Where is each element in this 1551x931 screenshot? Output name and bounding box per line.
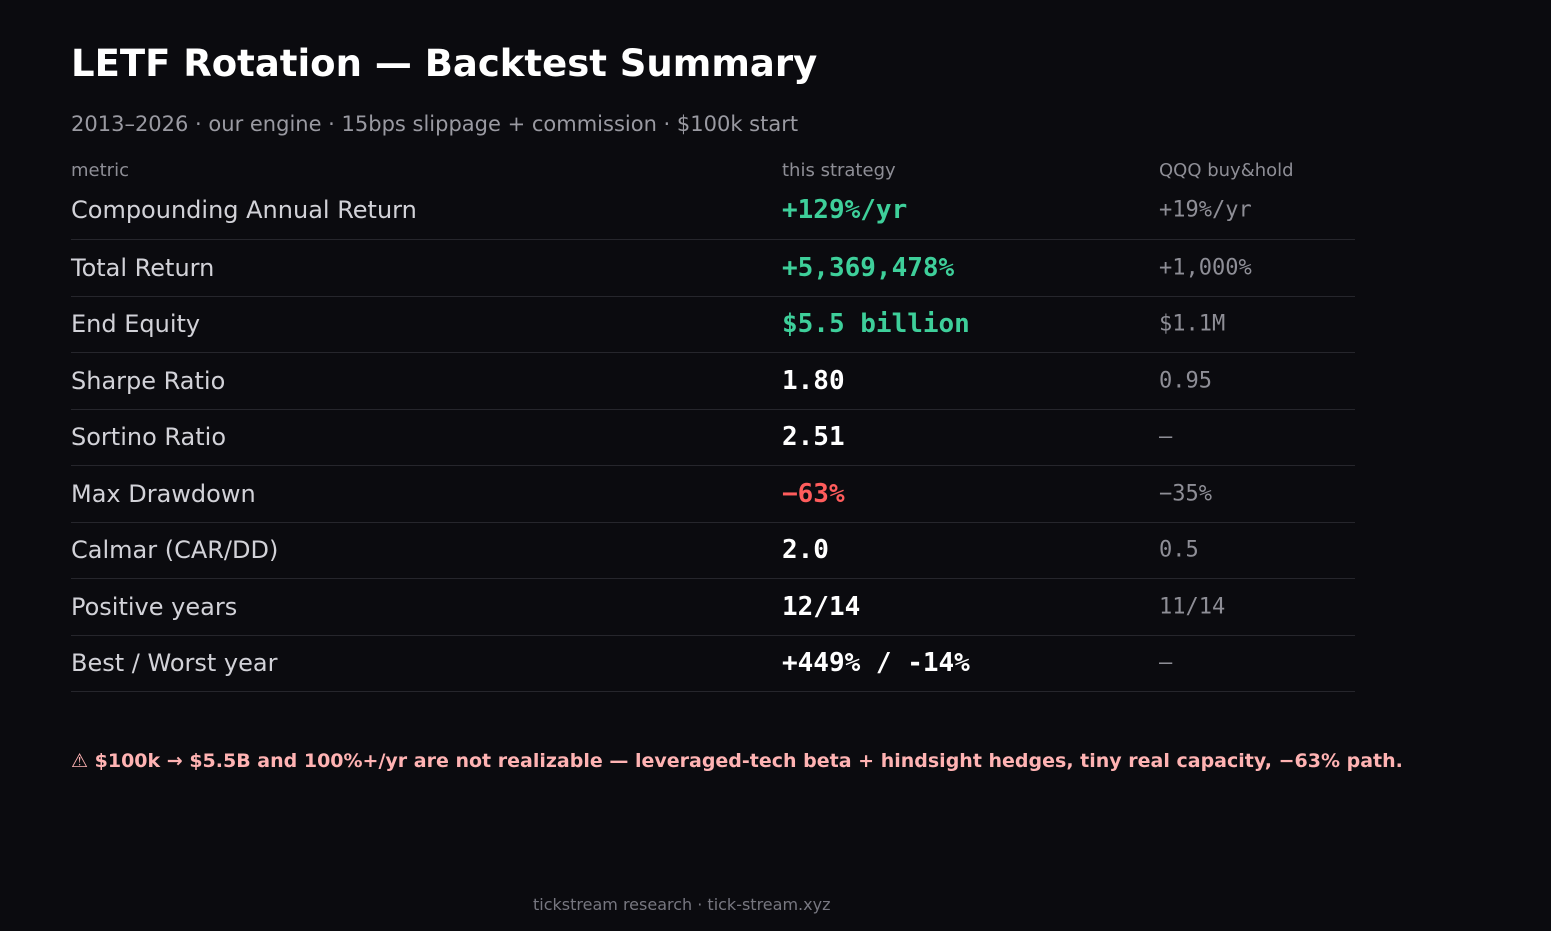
column-header-strategy: this strategy <box>782 160 896 181</box>
strategy-value: −63% <box>782 478 845 509</box>
table-row: Calmar (CAR/DD) 2.0 0.5 <box>71 523 1355 579</box>
metric-label: Best / Worst year <box>71 649 278 678</box>
table-row: Best / Worst year +449% / -14% — <box>71 636 1355 692</box>
metrics-table: metric this strategy QQQ buy&hold Compou… <box>71 158 1355 692</box>
qqq-value: 0.5 <box>1159 537 1199 563</box>
strategy-value: 2.0 <box>782 535 829 566</box>
strategy-value: +5,369,478% <box>782 252 955 283</box>
column-header-qqq: QQQ buy&hold <box>1159 160 1294 181</box>
table-row: Positive years 12/14 11/14 <box>71 579 1355 636</box>
metric-label: Calmar (CAR/DD) <box>71 536 279 565</box>
strategy-value: +449% / -14% <box>782 648 970 679</box>
metric-label: Total Return <box>71 253 215 282</box>
warning-note: ⚠ $100k → $5.5B and 100%+/yr are not rea… <box>71 750 1403 772</box>
metric-label: Max Drawdown <box>71 479 256 508</box>
metric-label: Compounding Annual Return <box>71 196 417 225</box>
table-row: Sortino Ratio 2.51 — <box>71 410 1355 466</box>
table-row: Max Drawdown −63% −35% <box>71 466 1355 523</box>
qqq-value: — <box>1159 650 1173 676</box>
qqq-value: 11/14 <box>1159 594 1226 620</box>
table-row: Compounding Annual Return +129%/yr +19%/… <box>71 186 1355 240</box>
metric-label: End Equity <box>71 310 201 339</box>
page-title: LETF Rotation — Backtest Summary <box>71 42 818 85</box>
table-header: metric this strategy QQQ buy&hold <box>71 158 1355 186</box>
qqq-value: — <box>1159 424 1173 450</box>
strategy-value: 1.80 <box>782 365 845 396</box>
qqq-value: $1.1M <box>1159 311 1226 337</box>
metric-label: Sharpe Ratio <box>71 366 226 395</box>
qqq-value: 0.95 <box>1159 368 1212 394</box>
qqq-value: +1,000% <box>1159 255 1252 281</box>
metric-label: Sortino Ratio <box>71 423 227 452</box>
metric-label: Positive years <box>71 592 238 621</box>
table-row: Total Return +5,369,478% +1,000% <box>71 240 1355 297</box>
qqq-value: +19%/yr <box>1159 197 1252 223</box>
qqq-value: −35% <box>1159 481 1212 507</box>
table-row: End Equity $5.5 billion $1.1M <box>71 297 1355 353</box>
strategy-value: $5.5 billion <box>782 309 970 340</box>
strategy-value: 2.51 <box>782 422 845 453</box>
strategy-value: 12/14 <box>782 591 861 622</box>
page-subtitle: 2013–2026 · our engine · 15bps slippage … <box>71 112 799 136</box>
table-row: Sharpe Ratio 1.80 0.95 <box>71 353 1355 410</box>
footer-credit: tickstream research · tick-stream.xyz <box>533 895 831 914</box>
column-header-metric: metric <box>71 160 129 181</box>
strategy-value: +129%/yr <box>782 195 908 226</box>
